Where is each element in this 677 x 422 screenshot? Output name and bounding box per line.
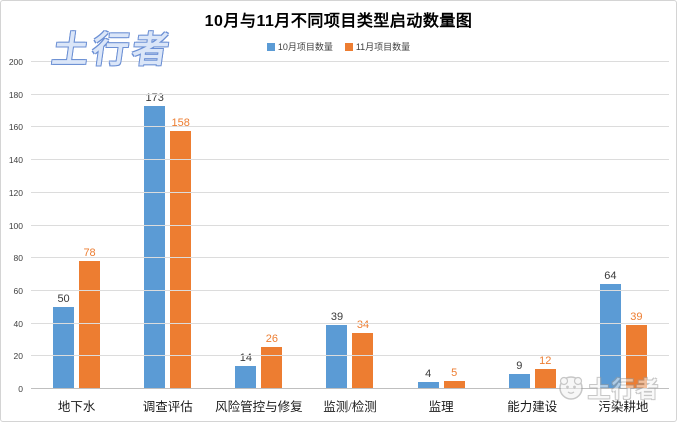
bar-value-label: 4 (425, 368, 432, 381)
bar-wrap: 26 (261, 64, 283, 389)
bar-value-label: 14 (239, 352, 252, 365)
y-tick-label: 180 (8, 89, 23, 100)
bar-november (352, 333, 374, 389)
legend-item-november: 11月项目数量 (344, 40, 411, 53)
legend-label-october: 10月项目数量 (277, 42, 333, 52)
gridline (31, 191, 669, 193)
bar-october (599, 284, 621, 389)
y-tick-label: 80 (13, 253, 23, 264)
bar-wrap: 9 (508, 64, 530, 389)
bar-value-label: 50 (57, 293, 70, 306)
gridline (31, 355, 669, 357)
bar-value-label: 34 (356, 319, 370, 332)
legend-label-november: 11月项目数量 (355, 42, 411, 52)
bar-value-label: 5 (451, 366, 458, 379)
x-category-label: 污染耕地 (598, 400, 649, 414)
bar-wrap: 14 (235, 64, 257, 389)
gridline (31, 159, 669, 161)
chart-title: 10月与11月不同项目类型启动数量图 (204, 13, 473, 30)
gridline (31, 93, 669, 95)
bar-october (53, 307, 75, 389)
bar-october (417, 382, 439, 389)
bar-value-label: 9 (516, 360, 523, 373)
x-category-label: 调查评估 (142, 400, 193, 414)
bar-wrap: 12 (534, 64, 556, 389)
plot-area: 50 78 173 158 14 26 39 34 4 5 9 12 64 39 (31, 61, 669, 389)
bar-november (79, 261, 101, 389)
x-category-label: 能力建设 (507, 400, 558, 414)
x-category-label: 风险管控与修复 (215, 400, 303, 414)
legend-swatch-october (266, 42, 275, 51)
gridline (31, 126, 669, 128)
bar-wrap: 78 (79, 64, 101, 389)
watermark-top-left: 土行者 (49, 30, 176, 70)
bar-november (625, 325, 647, 389)
bar-value-label: 39 (330, 311, 344, 324)
bar-value-label: 39 (630, 311, 643, 324)
gridline (31, 322, 669, 324)
bar-october (235, 366, 257, 389)
bar-october (326, 325, 348, 389)
bar-value-label: 26 (265, 332, 278, 345)
bar-october (508, 374, 530, 389)
bar-november (534, 369, 556, 389)
bar-wrap: 39 (326, 64, 348, 389)
bar-wrap: 173 (144, 64, 166, 389)
y-tick-label: 200 (8, 57, 23, 67)
x-axis-line (31, 388, 669, 389)
y-tick-label: 160 (8, 122, 23, 133)
y-tick-label: 40 (13, 318, 23, 329)
bar-wrap: 4 (417, 64, 439, 389)
bar-group: 14 26 (213, 64, 304, 389)
bar-november (261, 346, 283, 389)
bar-value-label: 64 (604, 270, 617, 283)
gridline (31, 289, 669, 291)
bar-value-label: 173 (145, 92, 164, 105)
y-axis: 0 20 40 60 80 100 120 140 160 180 200 (1, 57, 27, 394)
bar-wrap: 64 (599, 64, 621, 389)
gridline (31, 224, 669, 226)
bar-wrap: 34 (352, 64, 374, 389)
x-category-label: 监理 (428, 400, 454, 414)
x-category-label: 监测/检测 (323, 400, 377, 414)
y-tick-label: 120 (8, 187, 23, 198)
bar-wrap: 50 (53, 64, 75, 389)
gridline (31, 61, 669, 62)
bar-group: 64 39 (578, 64, 669, 389)
bar-november (170, 130, 192, 389)
legend-swatch-november (344, 42, 353, 51)
y-tick-label: 140 (8, 155, 23, 166)
bar-october (144, 106, 166, 389)
chart-legend: 10月项目数量 11月项目数量 (1, 40, 676, 53)
bar-value-label: 158 (171, 116, 190, 129)
bar-value-label: 78 (83, 247, 96, 260)
bar-group: 9 12 (487, 64, 578, 389)
bar-wrap: 158 (170, 64, 192, 389)
y-tick-label: 20 (13, 351, 23, 362)
x-category-label: 地下水 (57, 400, 96, 414)
bar-wrap: 5 (443, 64, 465, 389)
y-tick-label: 60 (13, 285, 23, 296)
bar-groups: 50 78 173 158 14 26 39 34 4 5 9 12 64 39 (31, 64, 669, 389)
legend-item-october: 10月项目数量 (266, 40, 333, 53)
y-tick-label: 100 (8, 220, 23, 231)
x-axis-labels: 地下水 调查评估 风险管控与修复 监测/检测 监理 能力建设 污染耕地 (31, 396, 669, 416)
bar-group: 173 158 (122, 64, 213, 389)
y-tick-label: 0 (18, 384, 23, 394)
bar-value-label: 12 (539, 355, 552, 368)
gridline (31, 257, 669, 259)
bar-november (443, 380, 465, 389)
bar-group: 50 78 (31, 64, 122, 389)
bar-group: 39 34 (304, 64, 395, 389)
bar-wrap: 39 (625, 64, 647, 389)
